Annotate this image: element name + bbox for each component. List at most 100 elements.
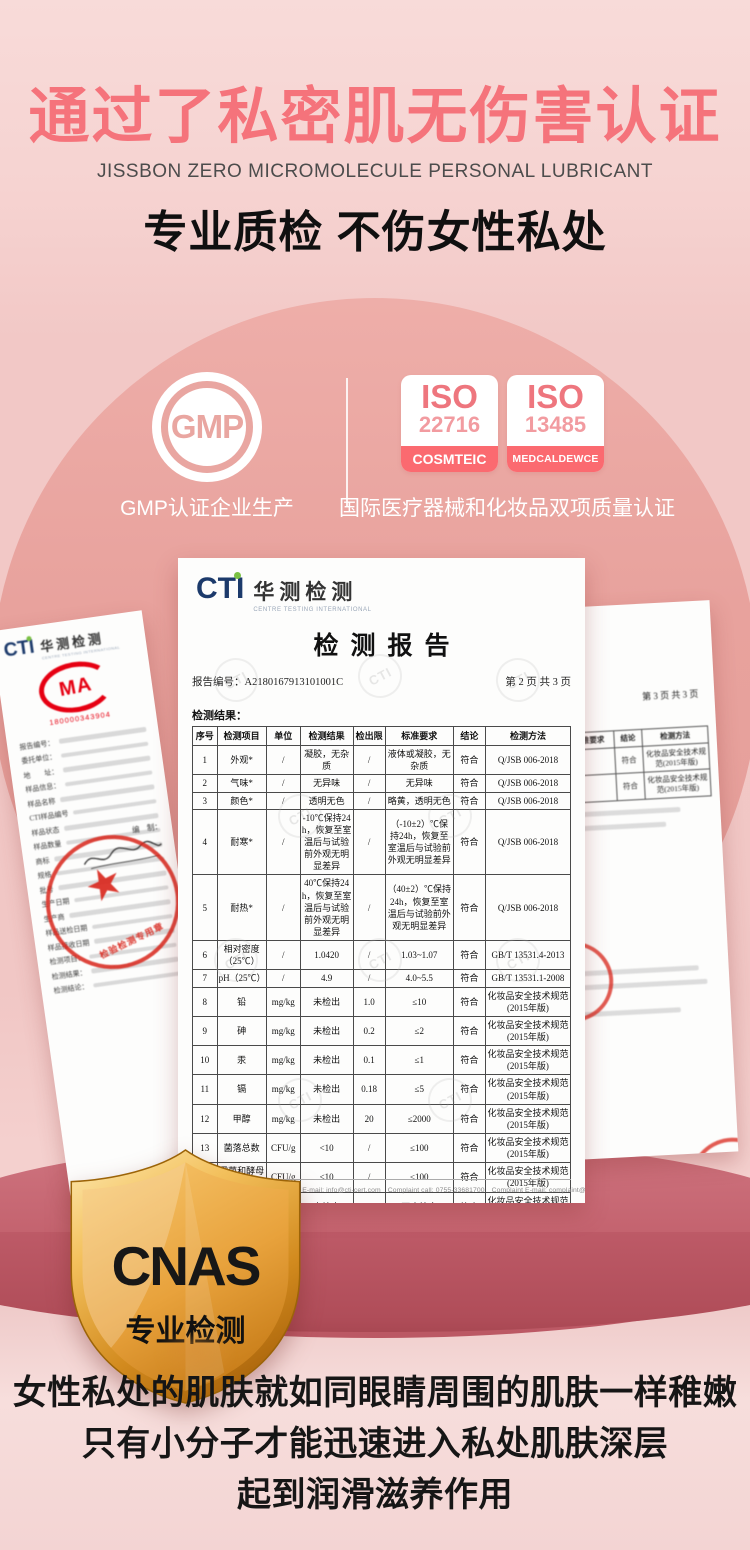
cell-result: -10℃保持24h，恢复至室温后与试验前外观无明显差异 <box>299 808 354 876</box>
doc-field-label: 商标 <box>35 855 51 866</box>
col-header: 检测项目 <box>216 725 267 747</box>
cell-result: 未检出 <box>299 1103 354 1134</box>
cell-method: 化妆品安全技术规范(2015年版) <box>484 1162 572 1193</box>
doc-field-label: CTI样品编号 <box>28 809 69 823</box>
section-heading: 专业质检 不伤女性私处 <box>143 208 607 257</box>
mini-results-table: 标准要求 结论 检测方法 符合 化妆品安全技术规范(2015年版) <box>564 725 712 804</box>
cell-requirement: 液体或凝胶，无杂质 <box>384 745 454 776</box>
cti-logo-dot <box>25 635 32 642</box>
cell-conclusion: 符合 <box>452 1162 486 1193</box>
col-header: 检测方法 <box>484 725 572 747</box>
cell-item: 砷 <box>216 1015 267 1047</box>
cell-item: 铅 <box>216 986 267 1017</box>
cell-unit: mg/kg <box>265 1015 301 1047</box>
cell-limit: 0.2 <box>352 1015 386 1047</box>
cell-requirement: 略黄，透明无色 <box>384 791 454 810</box>
table-row: 7 pH（25℃） / 4.9 / 4.0~5.5 符合 GB/T 13531.… <box>192 969 572 988</box>
copy-line: 只有小分子才能迅速进入私处肌肤深层 <box>81 1425 669 1463</box>
footer-contact: 400-6788-333 www.cti-cert.com E-mail: in… <box>192 1179 585 1194</box>
cell-item: 菌落总数 <box>216 1132 267 1164</box>
cell-unit: / <box>265 940 301 971</box>
cell-method: 化妆品安全技术规范(2015年版) <box>484 986 572 1017</box>
cell-conclusion: 符合 <box>452 986 486 1017</box>
cell-conclusion: 符合 <box>452 745 486 776</box>
cell-conclusion: 符合 <box>452 1132 486 1164</box>
col-header: 单位 <box>265 725 301 747</box>
cell-requirement: （40±2）℃保持24h，恢复至室温后与试验前外观无明显差异 <box>384 874 454 942</box>
cell-result: 未检出 <box>299 1074 354 1105</box>
cell-result: 4.9 <box>299 969 354 988</box>
cell-limit: / <box>352 745 386 776</box>
cell-conclusion: 符合 <box>452 1191 486 1203</box>
cell-limit: / <box>352 1191 386 1203</box>
table-row: 10 汞 mg/kg 未检出 0.1 ≤1 符合 化妆品安全技术规范(2015年… <box>192 1045 572 1076</box>
iso-13485-badge: ISO 13485 MEDCALDEWCE <box>507 375 604 472</box>
cell-result: 未检出 <box>299 986 354 1017</box>
iso-22716-badge: ISO 22716 COSMTEIC <box>401 375 498 472</box>
cell-item: 相对密度（25℃） <box>216 940 267 971</box>
report-title: 检测报告 <box>313 633 462 660</box>
table-row: 8 铅 mg/kg 未检出 1.0 ≤10 符合 化妆品安全技术规范(2015年… <box>192 986 572 1017</box>
page-subtitle: JISSBON ZERO MICROMOLECULE PERSONAL LUBR… <box>96 161 653 182</box>
doc-field-label: 样品信息： <box>24 781 61 795</box>
cell-conclusion: 符合 <box>452 1015 486 1047</box>
table-row: 6 相对密度（25℃） / 1.0420 / 1.03~1.07 符合 GB/T… <box>192 940 572 971</box>
cti-logo: CTI <box>196 572 245 605</box>
cell-limit: / <box>352 874 386 942</box>
cell-unit: / <box>265 969 301 988</box>
cell-index: 10 <box>192 1045 218 1076</box>
cell: 符合 <box>614 746 645 775</box>
cell-conclusion: 符合 <box>452 791 486 810</box>
cell-result: 未检出 <box>299 1045 354 1076</box>
cell-conclusion: 符合 <box>452 940 486 971</box>
signature-block: 编 制： <box>75 816 167 874</box>
table-row: 13 菌落总数 CFU/g <10 / ≤100 符合 化妆品安全技术规范(20… <box>192 1132 572 1164</box>
cnas-title: CNAS <box>111 1235 262 1297</box>
table-row: 9 砷 mg/kg 未检出 0.2 ≤2 符合 化妆品安全技术规范(2015年版… <box>192 1015 572 1047</box>
cell-unit: / <box>265 874 301 942</box>
col-header: 序号 <box>192 725 218 747</box>
cell-conclusion: 符合 <box>452 969 486 988</box>
cell-method: Q/JSB 006-2018 <box>484 808 572 876</box>
cell-item: 气味* <box>216 774 267 793</box>
report-info-row: 报告编号：A2180167913101001C 第 2 页 共 3 页 <box>178 674 585 689</box>
cell-limit: 0.1 <box>352 1045 386 1076</box>
cnas-shield-icon: CNAS 专业检测 <box>68 1148 303 1405</box>
gmp-ring-icon: GMP <box>161 381 253 473</box>
cell-index: 2 <box>192 774 218 793</box>
cell-index: 4 <box>192 808 218 876</box>
cell-requirement: ≤5 <box>384 1074 454 1105</box>
cell-conclusion: 符合 <box>452 1103 486 1134</box>
table-row: 3 颜色* / 透明无色 / 略黄，透明无色 符合 Q/JSB 006-2018 <box>192 791 572 810</box>
gmp-label: GMP <box>170 408 244 445</box>
cell-unit: mg/kg <box>265 1074 301 1105</box>
cell-requirement: ≤2 <box>384 1015 454 1047</box>
cma-word: MA <box>57 672 94 701</box>
col-header: 检出限 <box>352 725 386 747</box>
cell-conclusion: 符合 <box>452 874 486 942</box>
cell-index: 1 <box>192 745 218 776</box>
cell-requirement: ≤10 <box>384 986 454 1017</box>
cell-method: Q/JSB 006-2018 <box>484 745 572 776</box>
partial-stamp-icon: ★ <box>676 1124 739 1160</box>
cell-conclusion: 符合 <box>452 774 486 793</box>
cell-requirement: 1.03~1.07 <box>384 940 454 971</box>
cell-limit: 1.0 <box>352 986 386 1017</box>
iso-tag: COSMTEIC <box>401 446 498 472</box>
iso-number: 13485 <box>524 412 587 437</box>
blurred-note-bar <box>570 806 681 818</box>
cell-method: 化妆品安全技术规范(2015年版) <box>484 1015 572 1047</box>
cell-index: 5 <box>192 874 218 942</box>
cell-method: Q/JSB 006-2018 <box>484 874 572 942</box>
iso-number: 22716 <box>418 412 481 437</box>
cell-limit: / <box>352 774 386 793</box>
shield-reflection <box>158 1338 234 1384</box>
cell-item: 甲醇 <box>216 1103 267 1134</box>
gmp-caption: GMP认证企业生产 <box>120 497 294 520</box>
iso-word: ISO <box>421 378 478 415</box>
report-number: 报告编号：A2180167913101001C <box>192 677 344 688</box>
iso-tag: MEDCALDEWCE <box>507 446 604 472</box>
doc-field-label: 检测结论： <box>53 982 89 996</box>
table-row: 12 甲醇 mg/kg 未检出 20 ≤2000 符合 化妆品安全技术规范(20… <box>192 1103 572 1134</box>
